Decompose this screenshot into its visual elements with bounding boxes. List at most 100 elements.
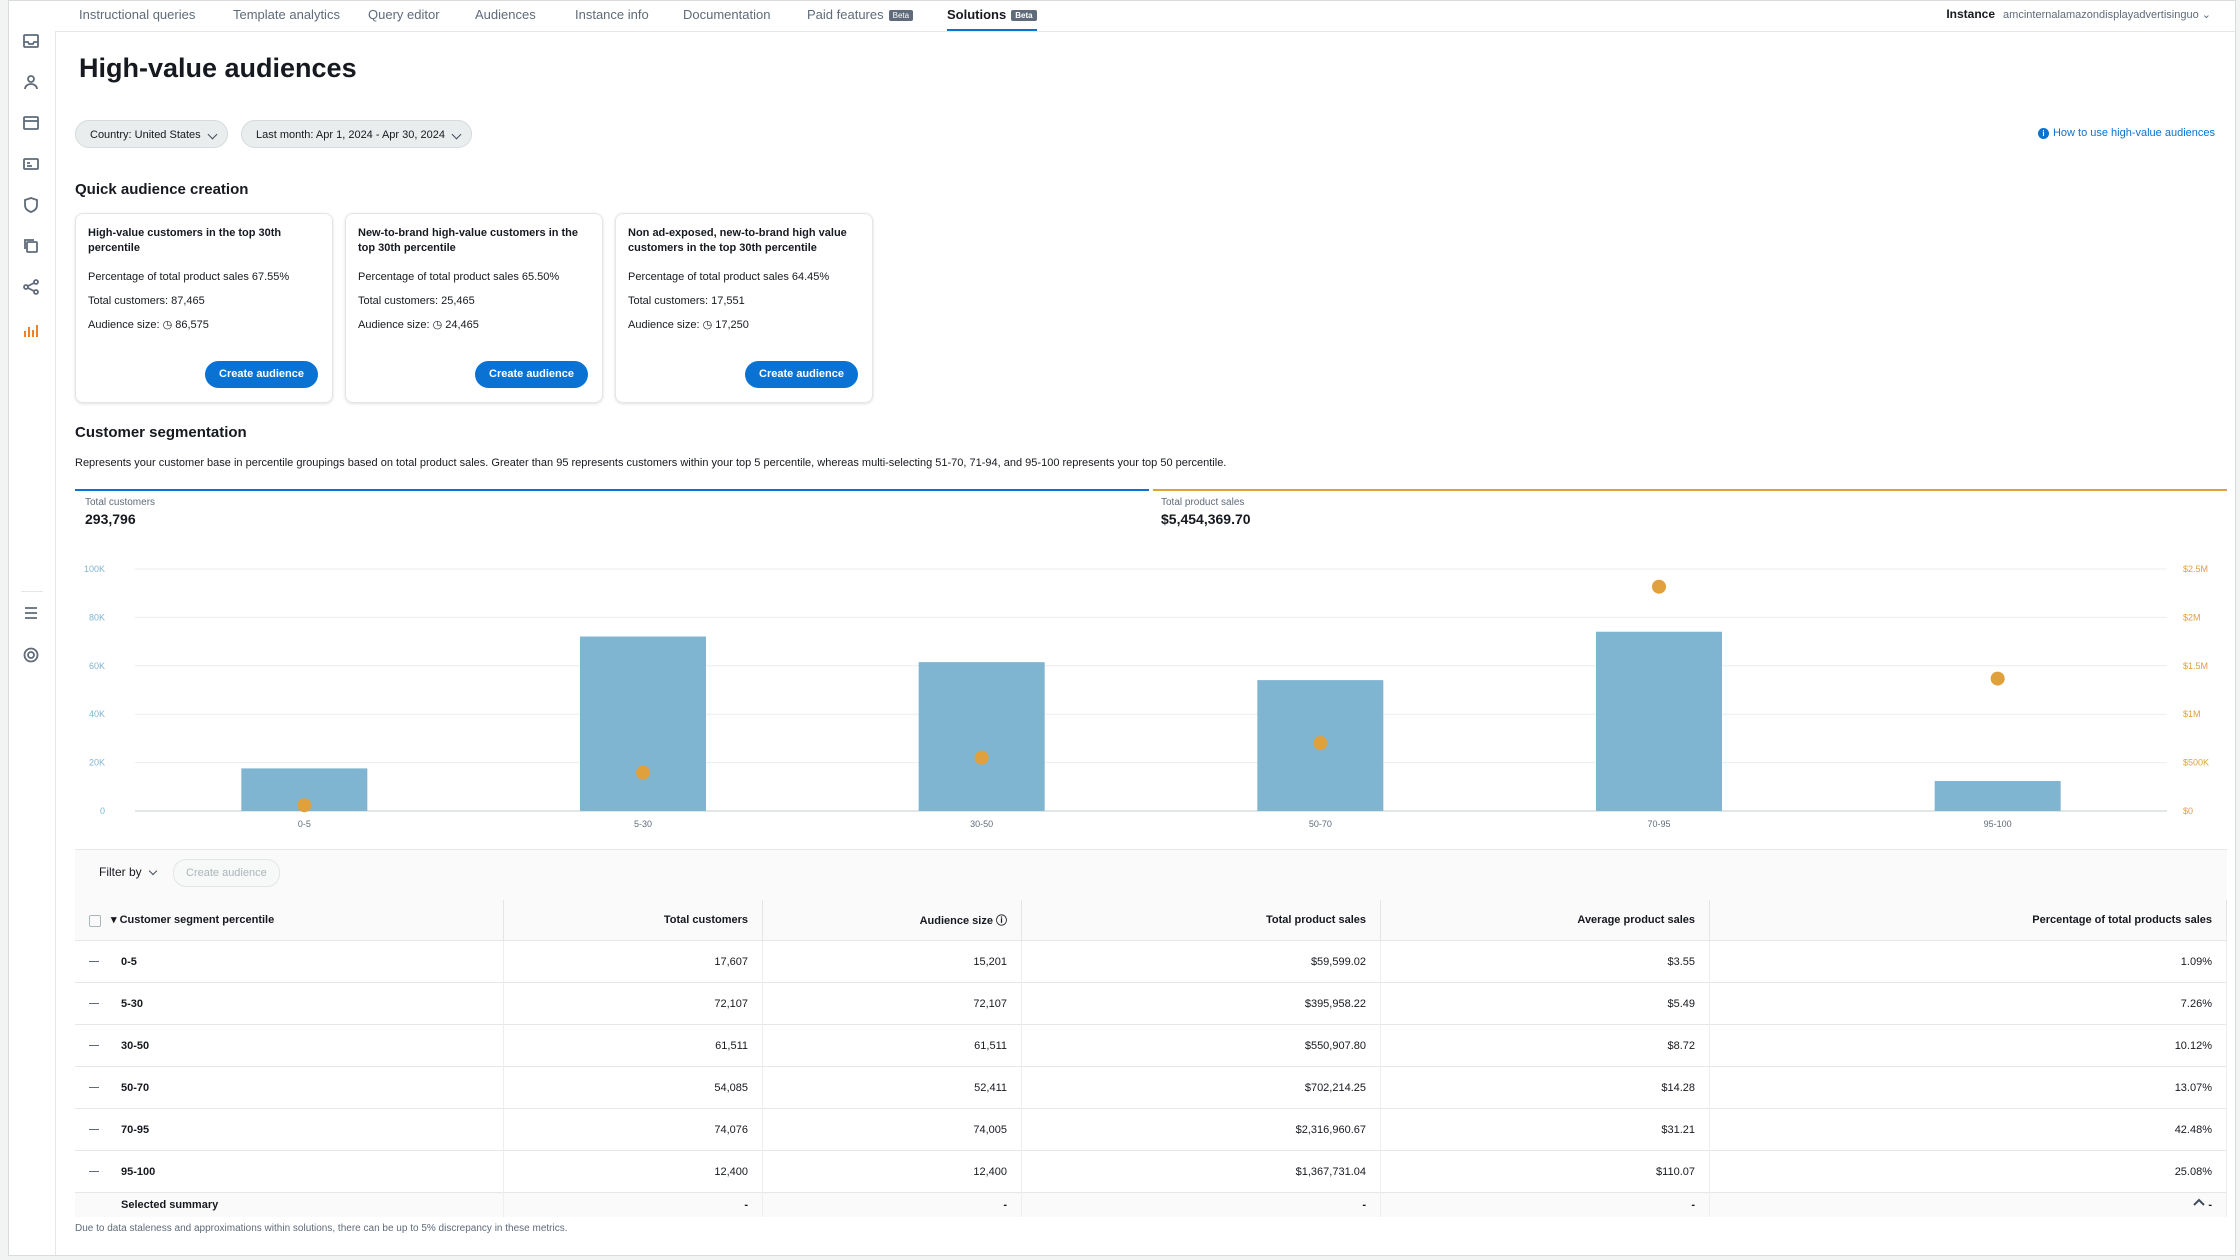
row-checkbox[interactable] bbox=[89, 1171, 99, 1173]
chevron-down-icon: ⌄ bbox=[2201, 9, 2211, 21]
card-percentage: Percentage of total product sales 64.45% bbox=[628, 271, 830, 283]
segment-table-container: Filter by Create audience ▾ Customer seg… bbox=[75, 849, 2227, 1217]
row-checkbox[interactable] bbox=[89, 1003, 99, 1005]
table-row[interactable]: 30-50 61,511 61,511 $550,907.80 $8.72 10.12% bbox=[75, 1024, 2227, 1067]
table-cell: 72,107 bbox=[762, 982, 1022, 1025]
tab-template-analytics[interactable]: Template analytics bbox=[233, 7, 340, 22]
left-axis-tick-label: 80K bbox=[89, 612, 105, 622]
segmentation-title: Customer segmentation bbox=[75, 424, 247, 441]
table-cell: 61,511 bbox=[503, 1024, 763, 1067]
table-cell: $2,316,960.67 bbox=[1021, 1108, 1381, 1151]
country-filter[interactable]: Country: United States bbox=[75, 120, 228, 148]
table-row[interactable]: 70-95 74,076 74,005 $2,316,960.67 $31.21 42.4… bbox=[75, 1108, 2227, 1151]
id-card-icon[interactable] bbox=[19, 152, 43, 176]
filter-by-label: Filter by bbox=[99, 865, 142, 879]
row-checkbox[interactable] bbox=[89, 1129, 99, 1131]
help-link-text: How to use high-value audiences bbox=[2052, 127, 2215, 139]
copy-icon[interactable] bbox=[19, 234, 43, 258]
table-cell: 25.08% bbox=[1709, 1150, 2227, 1193]
table-cell: $550,907.80 bbox=[1021, 1024, 1381, 1067]
select-all-checkbox[interactable] bbox=[89, 914, 101, 927]
chart-icon[interactable] bbox=[19, 319, 43, 343]
tab-query-editor[interactable]: Query editor bbox=[368, 7, 440, 22]
summary-row: Selected summary - - - - - bbox=[75, 1192, 2227, 1217]
tab-documentation[interactable]: Documentation bbox=[683, 7, 771, 22]
date-range-filter[interactable]: Last month: Apr 1, 2024 - Apr 30, 2024 bbox=[241, 120, 472, 148]
metric-accent-bar bbox=[75, 489, 1149, 491]
table-cell: $14.28 bbox=[1380, 1066, 1710, 1109]
filter-by-dropdown[interactable]: Filter by bbox=[99, 865, 157, 879]
table-row[interactable]: 0-5 17,607 15,201 $59,599.02 $3.55 1.09% bbox=[75, 940, 2227, 983]
column-header-percentage[interactable]: Percentage of total products sales bbox=[1709, 900, 2227, 941]
user-icon[interactable] bbox=[19, 70, 43, 94]
create-audience-button[interactable]: Create audience bbox=[475, 361, 588, 388]
table-cell: 7.26% bbox=[1709, 982, 2227, 1025]
column-header-average-sales[interactable]: Average product sales bbox=[1380, 900, 1710, 941]
row-checkbox[interactable] bbox=[89, 961, 99, 963]
column-header-total-sales[interactable]: Total product sales bbox=[1021, 900, 1381, 941]
table-row[interactable]: 5-30 72,107 72,107 $395,958.22 $5.49 7.26% bbox=[75, 982, 2227, 1025]
summary-cell: - bbox=[1709, 1192, 2227, 1217]
x-axis-tick-label: 5-30 bbox=[634, 819, 652, 829]
instance-selector[interactable]: amcinternalamazondisplayadvertisinguo ⌄ bbox=[2003, 8, 2211, 21]
table-cell: $8.72 bbox=[1380, 1024, 1710, 1067]
table-row[interactable]: 50-70 54,085 52,411 $702,214.25 $14.28 13.07% bbox=[75, 1066, 2227, 1109]
sidebar bbox=[9, 1, 56, 1255]
left-axis-tick-label: 60K bbox=[89, 661, 105, 671]
chevron-down-icon bbox=[451, 129, 462, 140]
row-checkbox[interactable] bbox=[89, 1045, 99, 1047]
create-audience-button[interactable]: Create audience bbox=[205, 361, 318, 388]
segment-table: ▾ Customer segment percentile Total cust… bbox=[75, 900, 2227, 1217]
create-audience-button[interactable]: Create audience bbox=[745, 361, 858, 388]
metric-value: $5,454,369.70 bbox=[1161, 511, 1251, 527]
gear-icon[interactable] bbox=[19, 643, 43, 667]
segment-label: 5-30 bbox=[121, 997, 144, 1010]
info-icon: i bbox=[2037, 127, 2049, 139]
summary-cell: - bbox=[503, 1192, 763, 1217]
column-header-segment[interactable]: ▾ Customer segment percentile bbox=[75, 900, 504, 941]
left-axis-tick-label: 0 bbox=[100, 806, 105, 816]
list-icon[interactable] bbox=[19, 601, 43, 625]
table-cell: $3.55 bbox=[1380, 940, 1710, 983]
tab-instructional-queries[interactable]: Instructional queries bbox=[79, 7, 196, 22]
chevron-down-icon bbox=[148, 866, 157, 876]
table-cell: 74,005 bbox=[762, 1108, 1022, 1151]
segment-cell: 70-95 bbox=[75, 1108, 504, 1151]
summary-label: Selected summary bbox=[75, 1192, 504, 1217]
column-header-total-customers[interactable]: Total customers bbox=[503, 900, 763, 941]
table-cell: $5.49 bbox=[1380, 982, 1710, 1025]
segment-label: 30-50 bbox=[121, 1039, 150, 1052]
table-toolbar: Filter by Create audience bbox=[75, 850, 2227, 896]
help-link[interactable]: i How to use high-value audiences bbox=[2037, 127, 2215, 139]
tab-instance-info[interactable]: Instance info bbox=[575, 7, 649, 22]
card-total-customers: Total customers: 25,465 bbox=[358, 295, 475, 307]
point-total-product-sales bbox=[1990, 671, 2005, 686]
point-total-product-sales bbox=[636, 765, 650, 780]
chevron-up-icon[interactable] bbox=[2191, 1195, 2207, 1209]
shield-icon[interactable] bbox=[19, 193, 43, 217]
card-title: New-to-brand high-value customers in the… bbox=[358, 227, 579, 254]
audience-card: New-to-brand high-value customers in the… bbox=[345, 213, 603, 403]
sidebar-divider bbox=[21, 591, 43, 592]
tab-audiences[interactable]: Audiences bbox=[475, 7, 536, 22]
share-icon[interactable] bbox=[19, 275, 43, 299]
tab-solutions[interactable]: Solutions Beta bbox=[947, 7, 1037, 31]
metric-accent-bar bbox=[1153, 489, 2227, 491]
table-cell: 12,400 bbox=[762, 1150, 1022, 1193]
segment-cell: 50-70 bbox=[75, 1066, 504, 1109]
point-total-product-sales bbox=[297, 798, 312, 813]
row-checkbox[interactable] bbox=[89, 1087, 99, 1089]
table-cell: 72,107 bbox=[503, 982, 763, 1025]
window-icon[interactable] bbox=[19, 111, 43, 135]
column-header-audience-size[interactable]: Audience size ⓘ bbox=[762, 900, 1022, 941]
column-header-label: Customer segment percentile bbox=[119, 914, 275, 927]
table-cell: 74,076 bbox=[503, 1108, 763, 1151]
table-row[interactable]: 95-100 12,400 12,400 $1,367,731.04 $110.07 25… bbox=[75, 1150, 2227, 1193]
tab-paid-features[interactable]: Paid features Beta bbox=[807, 7, 914, 22]
point-total-product-sales bbox=[1652, 579, 1666, 594]
segmentation-chart: 0 20K 40K 60K 80K 100K $0 $500K $1M $1.5M $2M $2.5M… bbox=[84, 564, 2209, 829]
create-audience-button-disabled[interactable]: Create audience bbox=[173, 859, 280, 887]
beta-badge: Beta bbox=[888, 10, 914, 22]
inbox-icon[interactable] bbox=[19, 29, 43, 53]
card-audience-size: Audience size: ◷ 17,250 bbox=[628, 319, 749, 331]
